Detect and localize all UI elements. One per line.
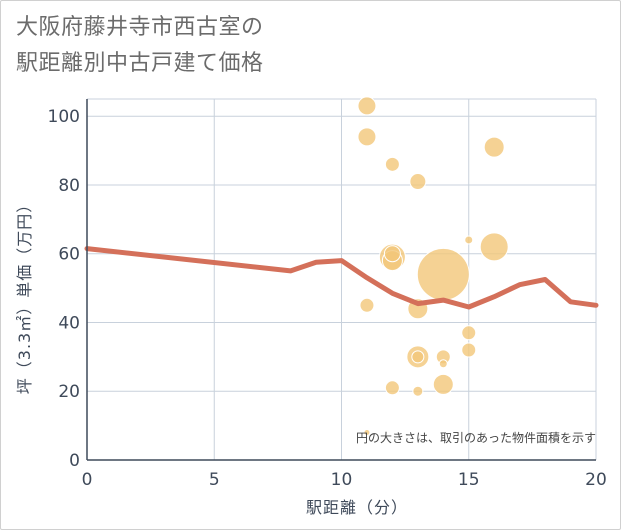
data-bubble	[357, 127, 377, 147]
chart-title-line-1: 大阪府藤井寺市西古室の	[16, 15, 264, 40]
average-price-line	[84, 246, 599, 310]
data-bubble	[409, 173, 427, 191]
data-bubble	[416, 247, 470, 301]
data-bubble	[359, 297, 375, 313]
y-axis-title: 坪（3.3㎡）単価（万円）	[15, 196, 34, 394]
data-bubble	[438, 359, 448, 369]
trend-line-layer	[84, 246, 599, 310]
data-bubble	[383, 245, 401, 263]
x-tick-label: 5	[209, 470, 220, 490]
y-tick-label: 20	[58, 382, 80, 402]
data-bubble	[357, 96, 377, 116]
x-tick-label: 20	[585, 470, 607, 490]
y-tick-label: 80	[58, 176, 80, 196]
chart-title-line-2: 駅距離別中古戸建て価格	[16, 51, 264, 76]
data-bubble	[461, 325, 477, 341]
x-tick-label: 0	[82, 470, 93, 490]
y-tick-label: 40	[58, 313, 80, 333]
axes: 0 5 10 15 20 0 20 40 60 80 100	[48, 99, 607, 490]
data-bubble	[461, 342, 477, 358]
data-bubble	[464, 235, 474, 245]
data-bubble	[384, 380, 400, 396]
x-tick-label: 15	[458, 470, 480, 490]
x-tick-label: 10	[331, 470, 353, 490]
y-tick-label: 100	[48, 107, 80, 127]
data-bubble	[483, 136, 505, 158]
data-bubble	[432, 373, 454, 395]
data-bubble	[411, 350, 425, 364]
grid	[87, 98, 597, 460]
x-axis-title: 駅距離（分）	[306, 498, 408, 517]
data-bubble	[412, 385, 424, 397]
data-bubble	[384, 156, 400, 172]
y-tick-label: 60	[58, 245, 80, 265]
y-tick-label: 0	[69, 451, 80, 471]
data-bubble	[363, 428, 371, 436]
bubbles	[357, 96, 509, 436]
bubble-size-note: 円の大きさは、取引のあった物件面積を示す	[356, 430, 596, 445]
data-bubble	[479, 232, 509, 262]
